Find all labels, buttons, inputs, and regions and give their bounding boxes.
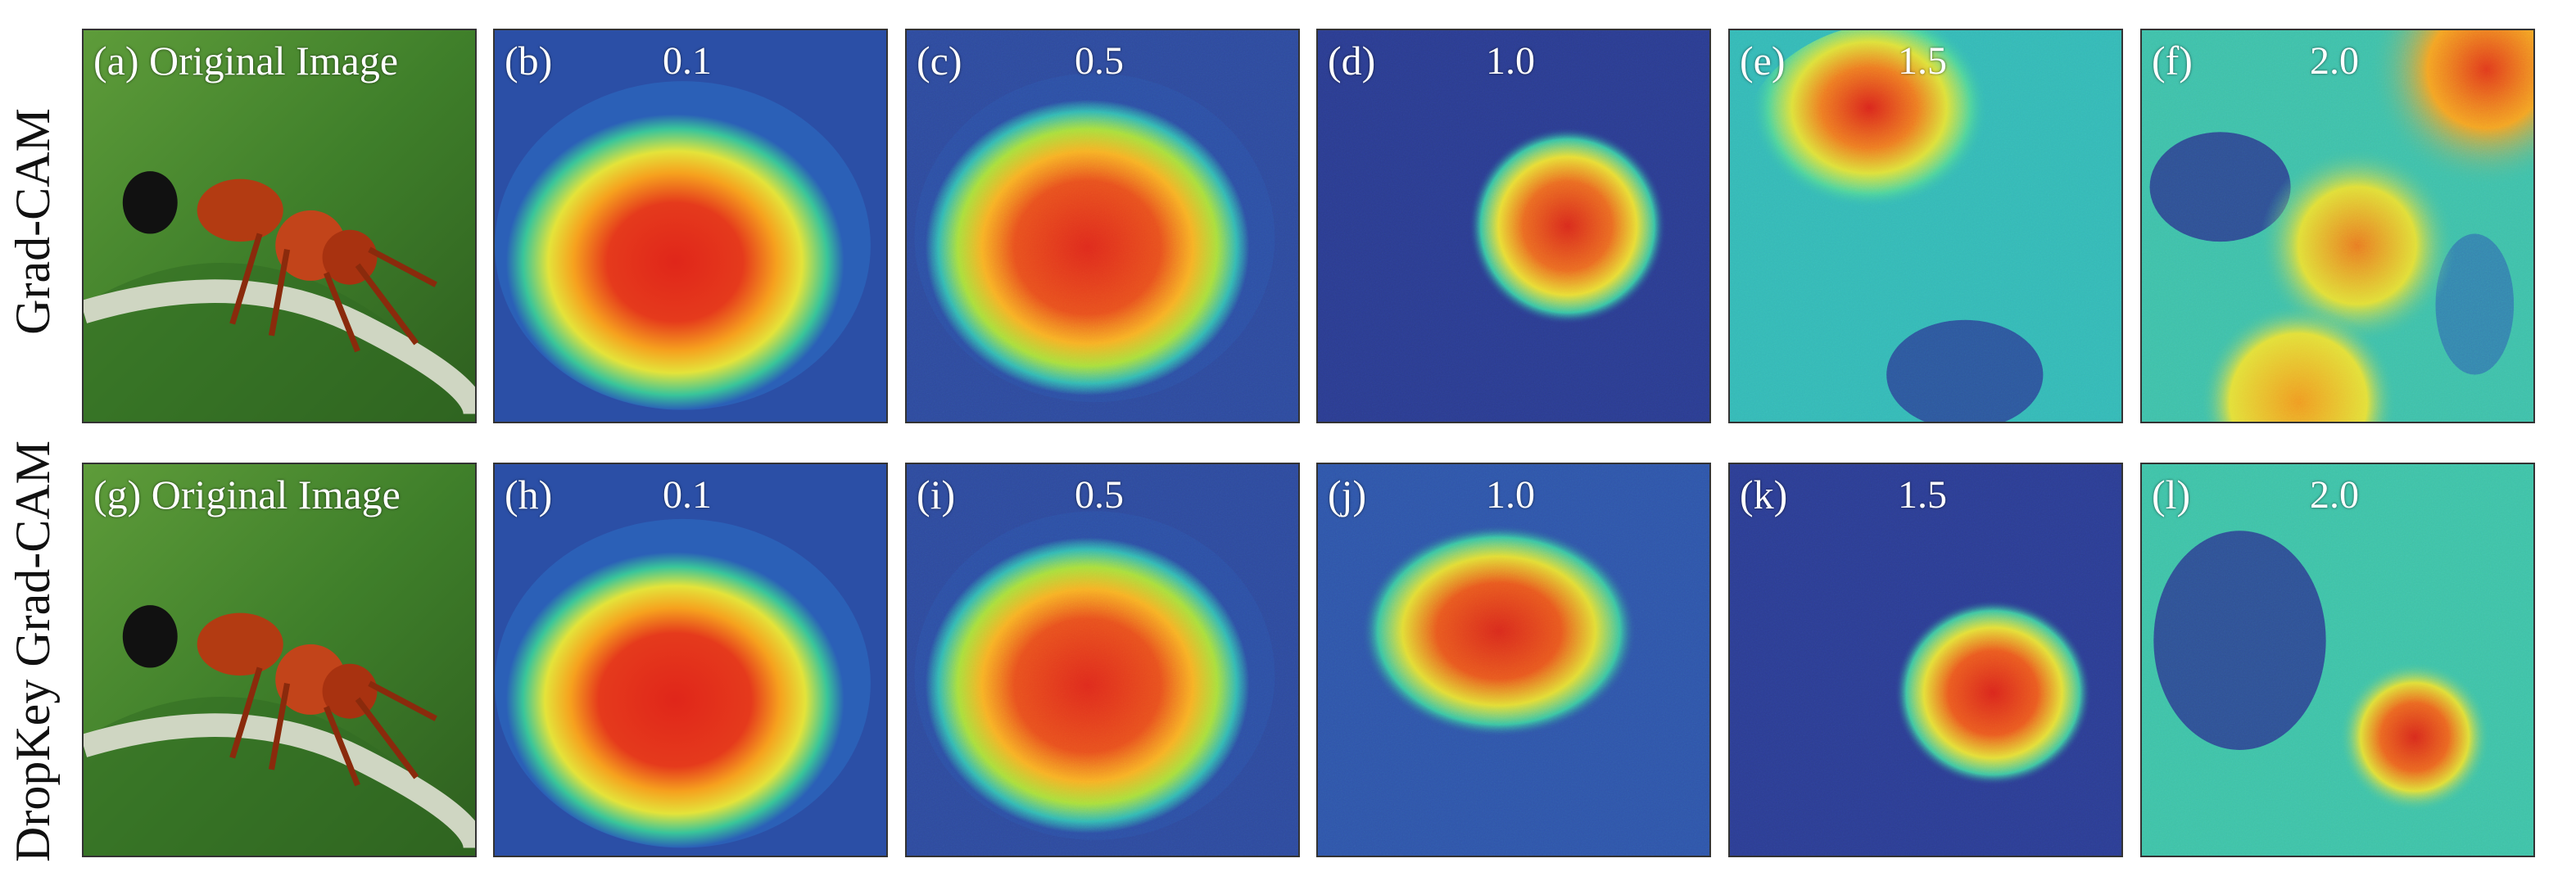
panel-l-heatmap: (l) 2.0 (2140, 463, 2535, 857)
panel-label: (f) (2152, 38, 2193, 84)
noise-overlay (907, 30, 1298, 422)
noise-overlay (2142, 464, 2533, 856)
panel-f-heatmap: (f) 2.0 (2140, 29, 2535, 423)
panel-value: 0.5 (1075, 473, 1124, 517)
panel-j-heatmap: (j) 1.0 (1316, 463, 1711, 857)
panel-g-original-image: (g) Original Image (82, 463, 477, 857)
panel-b-heatmap: (b) 0.1 (493, 29, 888, 423)
heatmap-image (495, 30, 886, 422)
panel-label: (i) (917, 472, 956, 517)
ant-photo (84, 30, 475, 422)
panel-k-heatmap: (k) 1.5 (1728, 463, 2123, 857)
panel-label: (b) (505, 38, 553, 84)
panel-value: 0.5 (1075, 39, 1124, 83)
row-label-text: DropKey Grad-CAM (5, 440, 60, 862)
panel-label: (g) Original Image (93, 472, 401, 517)
row-label-grad-cam: Grad-CAM (0, 16, 66, 426)
panel-label: (d) (1328, 38, 1376, 84)
panel-e-heatmap: (e) 1.5 (1728, 29, 2123, 423)
panel-i-heatmap: (i) 0.5 (905, 463, 1300, 857)
panel-value: 2.0 (2310, 473, 2359, 517)
noise-overlay (1730, 30, 2121, 422)
panel-d-heatmap: (d) 1.0 (1316, 29, 1711, 423)
panel-label: (a) Original Image (93, 38, 399, 84)
noise-overlay (1730, 464, 2121, 856)
panel-value: 0.1 (663, 473, 712, 517)
panel-value: 1.0 (1486, 39, 1535, 83)
panel-value: 1.5 (1898, 39, 1947, 83)
panel-a-original-image: (a) Original Image (82, 29, 477, 423)
panel-label: (h) (505, 472, 553, 517)
panel-c-heatmap: (c) 0.5 (905, 29, 1300, 423)
noise-overlay (1318, 30, 1709, 422)
panel-value: 1.0 (1486, 473, 1535, 517)
panel-value: 0.1 (663, 39, 712, 83)
noise-overlay (2142, 30, 2533, 422)
panel-value: 1.5 (1898, 473, 1947, 517)
noise-overlay (1318, 464, 1709, 856)
panel-label: (k) (1740, 472, 1788, 517)
row-label-dropkey-grad-cam: DropKey Grad-CAM (0, 438, 66, 864)
panel-value: 2.0 (2310, 39, 2359, 83)
noise-overlay (907, 464, 1298, 856)
ant-photo (84, 464, 475, 856)
panel-label: (j) (1328, 472, 1367, 517)
panel-label: (c) (917, 38, 962, 84)
heatmap-image (495, 464, 886, 856)
row-label-text: Grad-CAM (5, 107, 60, 335)
panel-h-heatmap: (h) 0.1 (493, 463, 888, 857)
panel-label: (e) (1740, 38, 1786, 84)
panel-label: (l) (2152, 472, 2191, 517)
